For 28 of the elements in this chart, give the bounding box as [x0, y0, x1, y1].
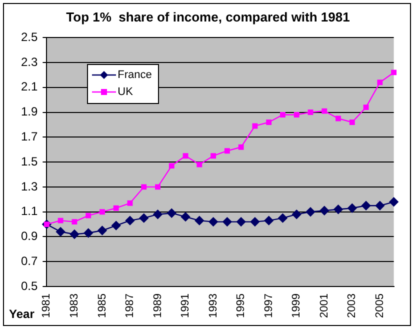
x-tick-label: 2001 [318, 294, 330, 318]
x-tick-label: 1981 [40, 294, 53, 318]
y-tick-label: 1.9 [20, 104, 38, 119]
x-tick-label: 1987 [124, 294, 136, 318]
y-tick-label: 1.7 [20, 129, 38, 144]
y-tick-label: 2.1 [20, 80, 38, 94]
y-tick-label: 1.5 [20, 154, 38, 168]
y-tick-label: 1.3 [20, 179, 38, 194]
x-tick-label: 1983 [68, 294, 80, 318]
legend-label: UK [118, 86, 133, 98]
x-tick-label: 1999 [290, 294, 303, 318]
x-tick-label: 1991 [180, 294, 192, 318]
chart-title: Top 1% share of income, compared with 1981 [66, 9, 350, 24]
y-tick-label: 0.5 [20, 278, 38, 293]
y-tick-label: 2.3 [20, 54, 38, 69]
y-tick-label: 2.5 [20, 30, 38, 44]
x-tick-label: 2003 [346, 294, 358, 318]
y-tick-label: 1.1 [20, 204, 38, 218]
legend-label: France [118, 69, 152, 82]
y-tick-label: 0.9 [20, 229, 38, 244]
x-tick-label: 1993 [207, 294, 220, 318]
x-tick-label: 1997 [262, 294, 275, 318]
x-tick-label: 2005 [374, 294, 386, 318]
x-axis-title: Year [9, 306, 35, 321]
y-tick-label: 0.7 [20, 254, 38, 268]
x-tick-label: 1985 [96, 294, 108, 318]
x-tick-label: 1989 [152, 294, 164, 318]
x-tick-label: 1995 [235, 294, 248, 318]
